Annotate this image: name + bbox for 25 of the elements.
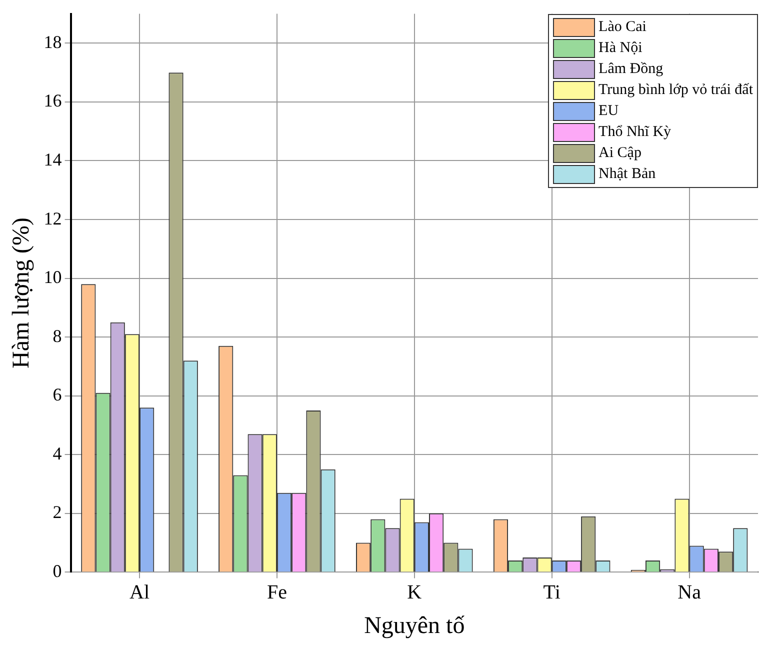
y-tick-label: 10 xyxy=(44,267,62,288)
y-tick-label: 0 xyxy=(52,560,62,581)
x-axis-title: Nguyên tố xyxy=(364,612,465,639)
legend-label: Nhật Bản xyxy=(598,166,656,183)
y-tick-label: 18 xyxy=(44,32,62,52)
x-tick-label: Fe xyxy=(266,581,288,604)
y-tick-label: 2 xyxy=(52,502,62,522)
legend-label: Hà Nội xyxy=(598,40,642,57)
legend-label: Ai Cập xyxy=(598,144,642,162)
y-tick-label: 6 xyxy=(52,384,62,405)
y-tick-label: 16 xyxy=(44,90,62,111)
y-tick-label: 14 xyxy=(44,149,62,170)
x-tick-label: Na xyxy=(678,581,702,604)
x-tick-label: Al xyxy=(130,581,150,604)
legend-label: Thổ Nhĩ Kỳ xyxy=(598,124,672,141)
x-tick-label: K xyxy=(407,581,422,604)
y-tick-label: 12 xyxy=(44,208,62,228)
x-tick-label: Ti xyxy=(543,581,561,604)
legend-label: Lâm Đồng xyxy=(598,60,664,78)
legend-label: EU xyxy=(598,102,619,120)
legend-label: Trung bình lớp vỏ trái đất xyxy=(598,82,753,99)
y-tick-label: 4 xyxy=(52,443,62,464)
y-axis-title: Hàm lượng (%) xyxy=(8,218,35,368)
legend-label: Lào Cai xyxy=(598,18,646,36)
y-tick-label: 8 xyxy=(52,326,62,346)
